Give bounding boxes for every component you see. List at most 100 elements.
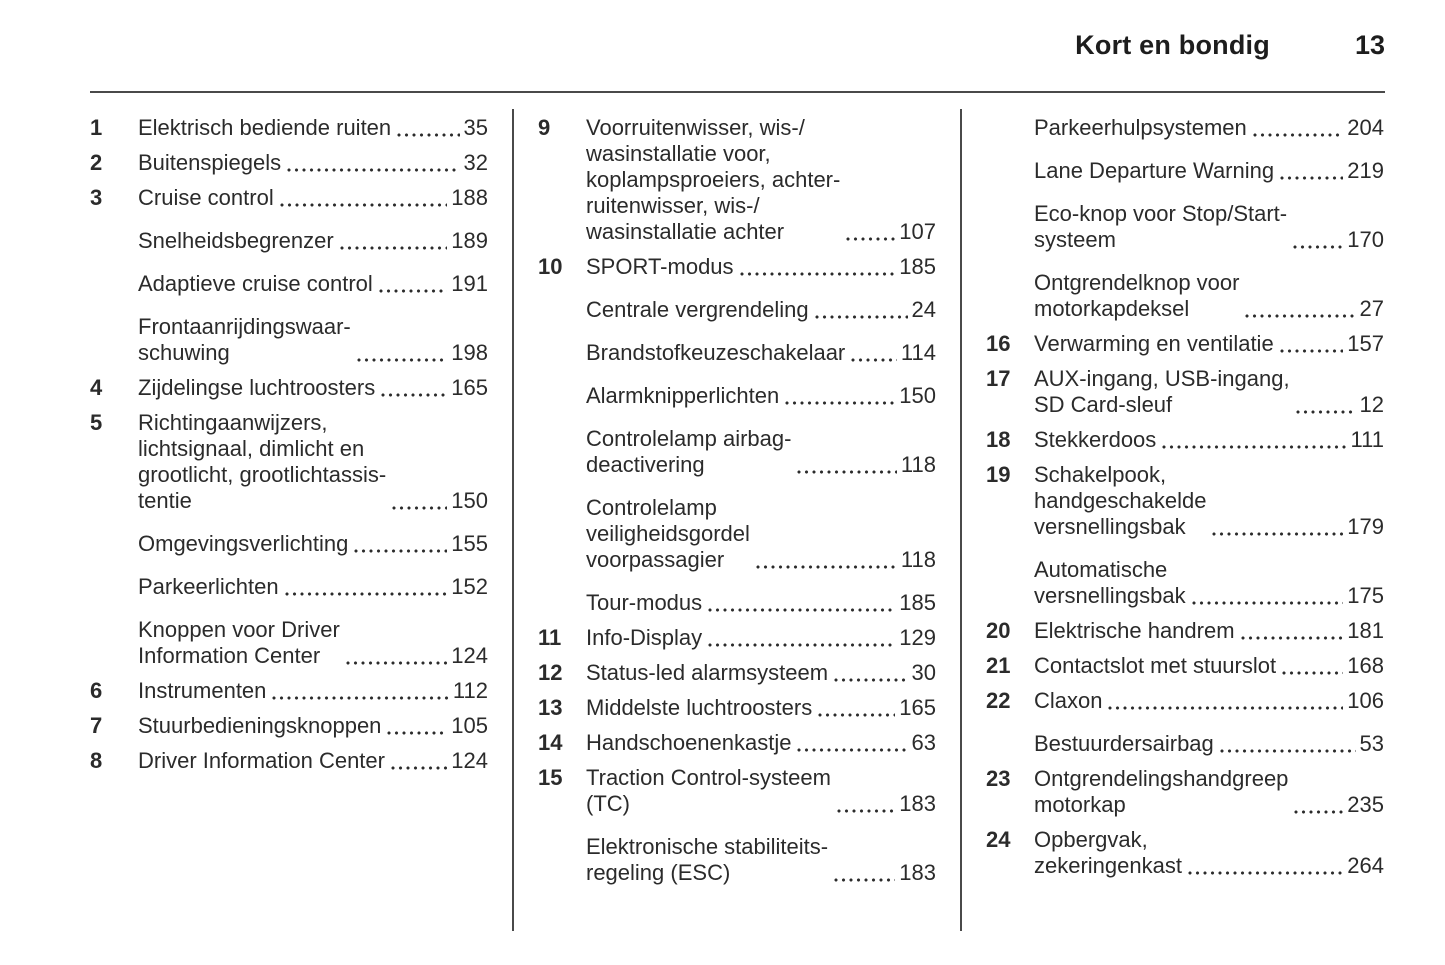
entry-page-ref: 183 <box>899 791 936 816</box>
entry-page-ref: 105 <box>451 713 488 738</box>
dot-leader <box>818 713 896 717</box>
entry-label: Adaptieve cruise control <box>138 271 373 296</box>
entry-body: Frontaanrijdingswaar- schuwing 198 <box>138 314 488 366</box>
dot-leader <box>739 272 896 276</box>
entry-page-ref: 198 <box>451 340 488 365</box>
entry-label: Richtingaanwijzers, lichtsignaal, dimlic… <box>138 410 387 513</box>
entry-label: Parkeerhulpsystemen <box>1034 115 1247 140</box>
dot-leader <box>836 809 896 813</box>
dot-leader <box>287 168 460 172</box>
entry-number: 10 <box>538 254 563 279</box>
entry-body: Driver Information Center 124 <box>138 748 488 774</box>
entry-label: Brandstofkeuzeschakelaar <box>586 340 846 365</box>
entry-number: 18 <box>986 427 1011 452</box>
entry-page-ref: 30 <box>911 660 936 685</box>
entry-body: Claxon 106 <box>1034 688 1384 714</box>
entry-body: Ontgrendelknop voor motorkapdeksel 27 <box>1034 270 1384 322</box>
entry-number: 1 <box>90 115 103 140</box>
toc-entry: 21 Contactslot met stuurslot 168 <box>986 653 1384 679</box>
toc-entry: 14 Handschoenenkastje 63 <box>538 730 936 756</box>
entry-page-ref: 152 <box>451 574 488 599</box>
entry-number: 17 <box>986 366 1011 391</box>
entry-page-ref: 185 <box>899 254 936 279</box>
toc-entry: 4 Zijdelingse luchtroosters 165 <box>90 375 488 401</box>
dot-leader <box>846 237 896 241</box>
entry-number: 16 <box>986 331 1011 356</box>
entry-page-ref: 129 <box>899 625 936 650</box>
entry-number: 24 <box>986 827 1011 852</box>
entry-label: Eco-knop voor Stop/Start- systeem <box>1034 201 1288 252</box>
entry-label: Frontaanrijdingswaar- schuwing <box>138 314 351 365</box>
entry-body: Knoppen voor Driver Information Center 1… <box>138 617 488 669</box>
entry-page-ref: 112 <box>452 678 488 703</box>
entry-number: 23 <box>986 766 1011 791</box>
entry-label: Centrale vergrendeling <box>586 297 809 322</box>
dot-leader <box>279 203 448 207</box>
toc-entry: 8 Driver Information Center 124 <box>90 748 488 774</box>
entry-label: Voorruitenwisser, wis-/ wasinstallatie v… <box>586 115 841 244</box>
entry-page-ref: 12 <box>1359 392 1384 417</box>
entry-label: Handschoenenkastje <box>586 730 792 755</box>
entry-body: Alarmknipperlichten 150 <box>586 383 936 409</box>
entry-number: 4 <box>90 375 103 400</box>
entry-page-ref: 118 <box>900 452 936 477</box>
dot-leader <box>1252 133 1344 137</box>
entry-label: Stekkerdoos <box>1034 427 1157 452</box>
entry-body: Info-Display 129 <box>586 625 936 651</box>
toc-entry: Centrale vergrendeling 24 <box>538 297 936 323</box>
dot-leader <box>387 731 448 735</box>
dot-leader <box>397 133 460 137</box>
entry-label: Tour-modus <box>586 590 703 615</box>
dot-leader <box>392 506 448 510</box>
dot-leader <box>755 565 897 569</box>
entry-page-ref: 27 <box>1359 296 1384 321</box>
entry-page-ref: 168 <box>1347 653 1384 678</box>
entry-number: 2 <box>90 150 103 175</box>
page-number: 13 <box>1354 30 1385 60</box>
entry-page-ref: 189 <box>451 228 488 253</box>
entry-page-ref: 124 <box>451 643 488 668</box>
entry-body: Contactslot met stuurslot 168 <box>1034 653 1384 679</box>
dot-leader <box>834 878 896 882</box>
dot-leader <box>797 470 897 474</box>
toc-entry: Lane Departure Warning 219 <box>986 158 1384 184</box>
entry-body: Middelste luchtroosters 165 <box>586 695 936 721</box>
toc-entry: 24 Opbergvak, zekeringenkast 264 <box>986 827 1384 879</box>
entry-body: Parkeerlichten 152 <box>138 574 488 600</box>
entry-body: Bestuurdersairbag 53 <box>1034 731 1384 757</box>
toc-entry: 1 Elektrisch bediende ruiten 35 <box>90 115 488 141</box>
entry-number: 8 <box>90 748 103 773</box>
entry-page-ref: 32 <box>463 150 488 175</box>
dot-leader <box>1279 349 1344 353</box>
entry-body: Lane Departure Warning 219 <box>1034 158 1384 184</box>
entry-body: Verwarming en ventilatie 157 <box>1034 331 1384 357</box>
toc-entry: 3 Cruise control 188 <box>90 185 488 211</box>
entry-page-ref: 124 <box>451 748 488 773</box>
entry-page-ref: 106 <box>1347 688 1384 713</box>
entry-number: 21 <box>986 653 1011 678</box>
entry-label: Verwarming en ventilatie <box>1034 331 1274 356</box>
dot-leader <box>1191 601 1344 605</box>
entry-label: Bestuurdersairbag <box>1034 731 1214 756</box>
entry-body: Controlelamp veiligheidsgordel voorpassa… <box>586 495 936 573</box>
toc-entry: 2 Buitenspiegels 32 <box>90 150 488 176</box>
entry-page-ref: 191 <box>451 271 488 296</box>
toc-entry: Elektronische stabiliteits- regeling (ES… <box>538 834 936 886</box>
toc-column-1: 1 Elektrisch bediende ruiten 35 2 Buiten… <box>90 109 488 931</box>
entry-number: 14 <box>538 730 563 755</box>
toc-entry: Alarmknipperlichten 150 <box>538 383 936 409</box>
dot-leader <box>390 766 448 770</box>
entry-page-ref: 114 <box>900 340 936 365</box>
entry-page-ref: 170 <box>1347 227 1384 252</box>
entry-label: Driver Information Center <box>138 748 385 773</box>
entry-number: 7 <box>90 713 103 738</box>
toc-entry: Controlelamp veiligheidsgordel voorpassa… <box>538 495 936 573</box>
entry-page-ref: 165 <box>451 375 488 400</box>
entry-body: Elektrisch bediende ruiten 35 <box>138 115 488 141</box>
entry-page-ref: 157 <box>1347 331 1384 356</box>
dot-leader <box>1294 810 1344 814</box>
entry-label: Snelheidsbegrenzer <box>138 228 334 253</box>
entry-label: Knoppen voor Driver Information Center <box>138 617 340 668</box>
entry-body: Stekkerdoos 111 <box>1034 427 1384 453</box>
entry-body: Eco-knop voor Stop/Start- systeem 170 <box>1034 201 1384 253</box>
